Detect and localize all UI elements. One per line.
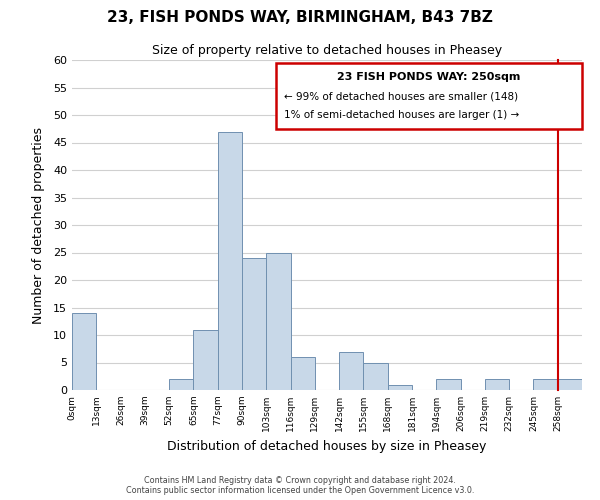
Bar (533, 379, 558, 390)
Bar (169, 379, 193, 390)
Bar (485, 379, 509, 390)
Text: Contains HM Land Registry data © Crown copyright and database right 2024.
Contai: Contains HM Land Registry data © Crown c… (126, 476, 474, 495)
Bar (193, 330, 218, 390)
Bar (242, 258, 266, 390)
Bar (290, 357, 315, 390)
Bar (218, 132, 242, 390)
Text: 23, FISH PONDS WAY, BIRMINGHAM, B43 7BZ: 23, FISH PONDS WAY, BIRMINGHAM, B43 7BZ (107, 10, 493, 25)
Bar (266, 252, 290, 390)
Bar (364, 362, 388, 390)
Bar (72, 313, 96, 390)
Y-axis label: Number of detached properties: Number of detached properties (32, 126, 44, 324)
Bar (558, 379, 582, 390)
Bar (436, 379, 461, 390)
FancyBboxPatch shape (276, 64, 582, 130)
Bar (388, 384, 412, 390)
Text: ← 99% of detached houses are smaller (148): ← 99% of detached houses are smaller (14… (284, 92, 518, 102)
Title: Size of property relative to detached houses in Pheasey: Size of property relative to detached ho… (152, 44, 502, 58)
Text: 1% of semi-detached houses are larger (1) →: 1% of semi-detached houses are larger (1… (284, 110, 519, 120)
X-axis label: Distribution of detached houses by size in Pheasey: Distribution of detached houses by size … (167, 440, 487, 452)
Bar (339, 352, 364, 390)
Text: 23 FISH PONDS WAY: 250sqm: 23 FISH PONDS WAY: 250sqm (337, 72, 521, 82)
